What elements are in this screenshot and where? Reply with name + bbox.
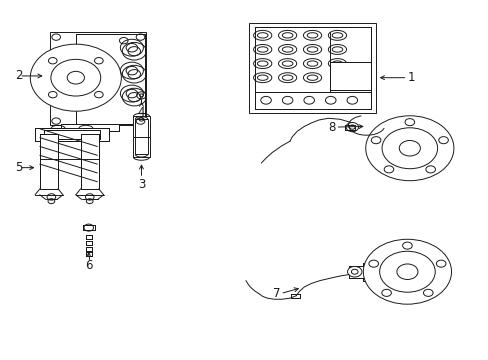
Bar bbox=[61, 124, 119, 131]
Bar bbox=[329, 62, 370, 90]
Text: 3: 3 bbox=[138, 178, 145, 191]
Bar bbox=[50, 32, 146, 125]
Bar bbox=[255, 27, 370, 109]
Bar bbox=[348, 266, 364, 278]
Bar bbox=[291, 294, 300, 298]
Bar bbox=[40, 134, 58, 189]
Bar bbox=[35, 128, 109, 141]
Bar bbox=[363, 263, 386, 280]
Bar bbox=[255, 92, 370, 109]
Text: 5: 5 bbox=[16, 161, 23, 174]
Bar bbox=[74, 131, 105, 136]
Text: 6: 6 bbox=[85, 259, 92, 273]
Bar bbox=[86, 247, 91, 251]
Circle shape bbox=[347, 266, 361, 277]
Circle shape bbox=[365, 116, 453, 181]
Bar bbox=[35, 128, 109, 141]
Bar bbox=[255, 27, 370, 109]
Bar bbox=[83, 225, 94, 230]
Bar bbox=[345, 125, 354, 130]
Bar bbox=[86, 252, 91, 256]
Bar bbox=[40, 134, 58, 189]
Circle shape bbox=[30, 44, 121, 111]
Bar bbox=[76, 33, 145, 123]
Bar bbox=[86, 252, 91, 256]
Bar bbox=[86, 235, 91, 239]
Bar bbox=[81, 134, 99, 189]
Circle shape bbox=[363, 239, 450, 304]
Bar bbox=[86, 235, 91, 239]
Bar bbox=[86, 247, 91, 251]
Bar bbox=[43, 130, 100, 139]
Bar bbox=[363, 263, 386, 280]
Text: 8: 8 bbox=[327, 121, 335, 134]
Bar bbox=[43, 130, 100, 139]
Bar bbox=[133, 117, 149, 157]
Text: 2: 2 bbox=[16, 69, 23, 82]
Bar bbox=[81, 134, 99, 189]
Bar bbox=[329, 62, 370, 90]
Bar bbox=[345, 125, 354, 130]
Text: 1: 1 bbox=[407, 71, 414, 84]
Bar bbox=[76, 33, 145, 123]
Bar bbox=[61, 124, 119, 131]
Bar bbox=[255, 92, 370, 109]
Bar bbox=[291, 294, 300, 298]
Bar bbox=[86, 241, 91, 245]
Bar bbox=[135, 119, 147, 154]
Bar bbox=[249, 23, 376, 113]
Bar bbox=[348, 266, 364, 278]
Bar bbox=[74, 131, 105, 136]
Text: 7: 7 bbox=[272, 287, 280, 300]
Bar bbox=[83, 225, 94, 230]
Text: 4: 4 bbox=[138, 106, 145, 119]
Bar bbox=[86, 241, 91, 245]
